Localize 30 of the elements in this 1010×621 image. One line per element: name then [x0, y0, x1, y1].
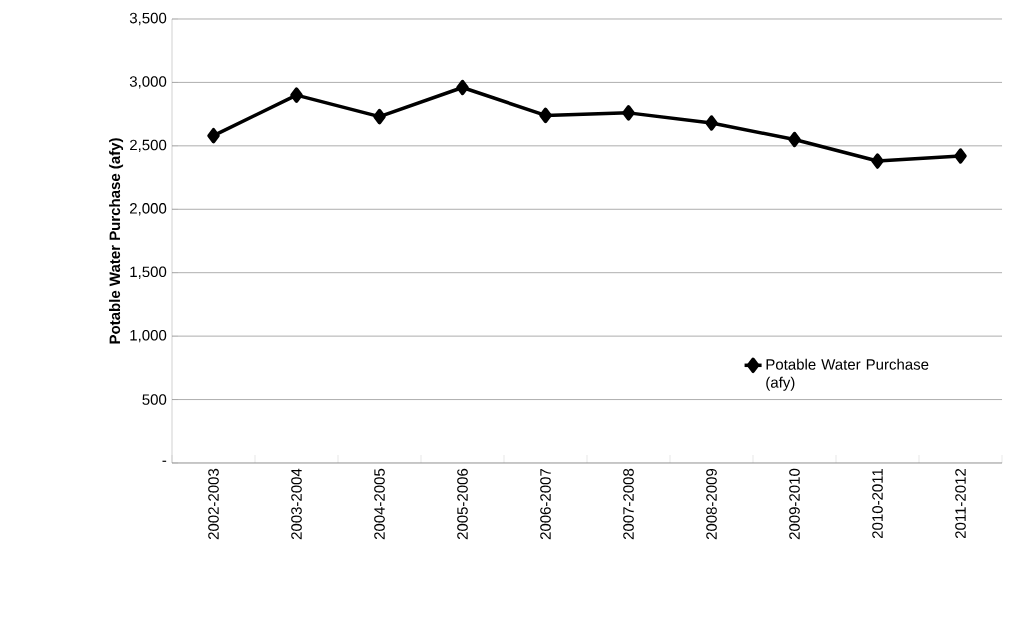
- x-tick-label: 2010-2011: [872, 468, 883, 539]
- y-tick-label: 2,000: [130, 203, 167, 216]
- x-tick-label: 2006-2007: [540, 468, 551, 540]
- point: [954, 148, 967, 164]
- y-tick-label: 3,500: [129, 12, 167, 26]
- x-tick-label: 2005-2006: [457, 468, 468, 540]
- x-tick-label: 2008-2009: [706, 468, 717, 540]
- x-tick-label: 2009-2010: [789, 468, 800, 540]
- y-tick-label: 2,500: [130, 139, 167, 153]
- x-tick-label: 2002-2003: [208, 468, 219, 540]
- point: [539, 107, 552, 124]
- point: [456, 79, 469, 96]
- point: [290, 87, 303, 103]
- point: [207, 127, 220, 144]
- y-tick-label: 1,500: [130, 266, 167, 279]
- y-tick-label: -: [162, 460, 167, 462]
- point: [871, 153, 884, 169]
- x-tick-label: 2004-2005: [374, 468, 385, 540]
- point: [622, 105, 635, 121]
- x-tick-label: 2003-2004: [291, 468, 302, 540]
- y-tick-label: 1,000: [130, 329, 167, 343]
- y-tick-label: 500: [142, 394, 167, 405]
- y-axis-title: Potable Water Purchase (afy): [109, 138, 124, 344]
- point: [705, 115, 718, 131]
- x-tick-label: 2011-2012: [955, 468, 966, 539]
- point: [788, 131, 801, 148]
- y-tick-label: 3,000: [129, 76, 167, 89]
- x-tick-label: 2007-2008: [623, 468, 634, 540]
- point: [373, 108, 386, 125]
- legend-label: Potable Water Purchase (afy): [766, 358, 929, 391]
